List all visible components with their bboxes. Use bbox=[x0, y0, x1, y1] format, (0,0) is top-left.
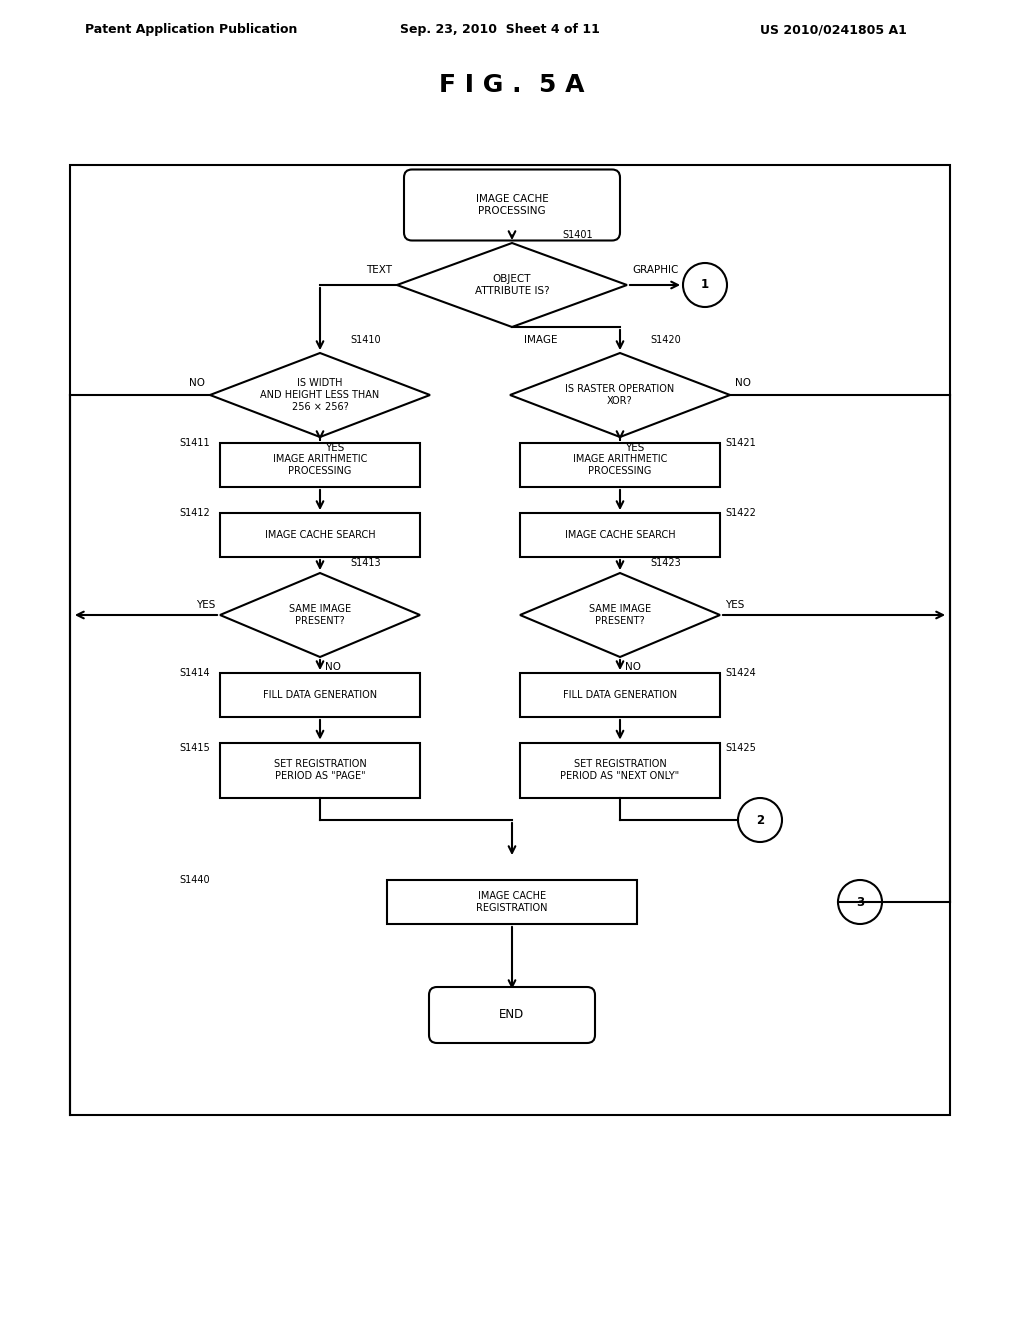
Text: IS RASTER OPERATION
XOR?: IS RASTER OPERATION XOR? bbox=[565, 384, 675, 405]
Text: FILL DATA GENERATION: FILL DATA GENERATION bbox=[263, 690, 377, 700]
Text: YES: YES bbox=[725, 601, 744, 610]
Text: S1411: S1411 bbox=[179, 438, 210, 447]
Bar bbox=[220, 513, 420, 557]
Text: Sep. 23, 2010  Sheet 4 of 11: Sep. 23, 2010 Sheet 4 of 11 bbox=[400, 24, 600, 37]
Text: S1422: S1422 bbox=[725, 508, 756, 517]
Text: S1421: S1421 bbox=[725, 438, 756, 447]
Polygon shape bbox=[220, 573, 420, 657]
Polygon shape bbox=[510, 352, 730, 437]
Text: S1425: S1425 bbox=[725, 743, 756, 752]
Text: S1412: S1412 bbox=[179, 508, 210, 517]
Text: NO: NO bbox=[325, 663, 341, 672]
Text: F I G .  5 A: F I G . 5 A bbox=[439, 73, 585, 96]
Bar bbox=[387, 880, 637, 924]
Text: 1: 1 bbox=[701, 279, 709, 292]
Text: IMAGE ARITHMETIC
PROCESSING: IMAGE ARITHMETIC PROCESSING bbox=[272, 454, 368, 475]
Text: S1414: S1414 bbox=[179, 668, 210, 678]
Bar bbox=[520, 513, 720, 557]
Bar bbox=[220, 742, 420, 797]
Text: YES: YES bbox=[625, 444, 644, 453]
Text: IMAGE CACHE
REGISTRATION: IMAGE CACHE REGISTRATION bbox=[476, 891, 548, 913]
Text: S1420: S1420 bbox=[650, 335, 681, 345]
Polygon shape bbox=[520, 573, 720, 657]
Text: FILL DATA GENERATION: FILL DATA GENERATION bbox=[563, 690, 677, 700]
Text: GRAPHIC: GRAPHIC bbox=[632, 265, 678, 275]
Polygon shape bbox=[210, 352, 430, 437]
Text: NO: NO bbox=[735, 378, 751, 388]
Bar bbox=[520, 742, 720, 797]
Text: TEXT: TEXT bbox=[366, 265, 392, 275]
Circle shape bbox=[838, 880, 882, 924]
Bar bbox=[70, 165, 950, 1115]
Text: SET REGISTRATION
PERIOD AS "PAGE": SET REGISTRATION PERIOD AS "PAGE" bbox=[273, 759, 367, 781]
Text: IMAGE ARITHMETIC
PROCESSING: IMAGE ARITHMETIC PROCESSING bbox=[572, 454, 668, 475]
Text: YES: YES bbox=[325, 444, 344, 453]
Text: US 2010/0241805 A1: US 2010/0241805 A1 bbox=[760, 24, 907, 37]
Text: S1413: S1413 bbox=[350, 558, 381, 568]
Text: YES: YES bbox=[196, 601, 215, 610]
Text: 3: 3 bbox=[856, 895, 864, 908]
Text: S1440: S1440 bbox=[179, 875, 210, 884]
Text: S1415: S1415 bbox=[179, 743, 210, 752]
Bar bbox=[520, 673, 720, 717]
Text: IMAGE: IMAGE bbox=[524, 335, 557, 345]
Text: SET REGISTRATION
PERIOD AS "NEXT ONLY": SET REGISTRATION PERIOD AS "NEXT ONLY" bbox=[560, 759, 680, 781]
Circle shape bbox=[738, 799, 782, 842]
Text: NO: NO bbox=[625, 663, 641, 672]
Text: S1401: S1401 bbox=[562, 230, 593, 240]
Text: S1410: S1410 bbox=[350, 335, 381, 345]
FancyBboxPatch shape bbox=[429, 987, 595, 1043]
Text: SAME IMAGE
PRESENT?: SAME IMAGE PRESENT? bbox=[289, 605, 351, 626]
Bar bbox=[220, 673, 420, 717]
Text: END: END bbox=[500, 1008, 524, 1022]
Polygon shape bbox=[397, 243, 627, 327]
Text: IMAGE CACHE
PROCESSING: IMAGE CACHE PROCESSING bbox=[475, 194, 549, 215]
Bar bbox=[220, 444, 420, 487]
FancyBboxPatch shape bbox=[404, 169, 620, 240]
Text: 2: 2 bbox=[756, 813, 764, 826]
Text: IMAGE CACHE SEARCH: IMAGE CACHE SEARCH bbox=[564, 531, 675, 540]
Text: Patent Application Publication: Patent Application Publication bbox=[85, 24, 297, 37]
Circle shape bbox=[683, 263, 727, 308]
Bar bbox=[520, 444, 720, 487]
Text: NO: NO bbox=[189, 378, 205, 388]
Text: OBJECT
ATTRIBUTE IS?: OBJECT ATTRIBUTE IS? bbox=[475, 275, 549, 296]
Text: S1423: S1423 bbox=[650, 558, 681, 568]
Text: SAME IMAGE
PRESENT?: SAME IMAGE PRESENT? bbox=[589, 605, 651, 626]
Text: IMAGE CACHE SEARCH: IMAGE CACHE SEARCH bbox=[264, 531, 376, 540]
Text: IS WIDTH
AND HEIGHT LESS THAN
256 × 256?: IS WIDTH AND HEIGHT LESS THAN 256 × 256? bbox=[260, 379, 380, 412]
Text: S1424: S1424 bbox=[725, 668, 756, 678]
